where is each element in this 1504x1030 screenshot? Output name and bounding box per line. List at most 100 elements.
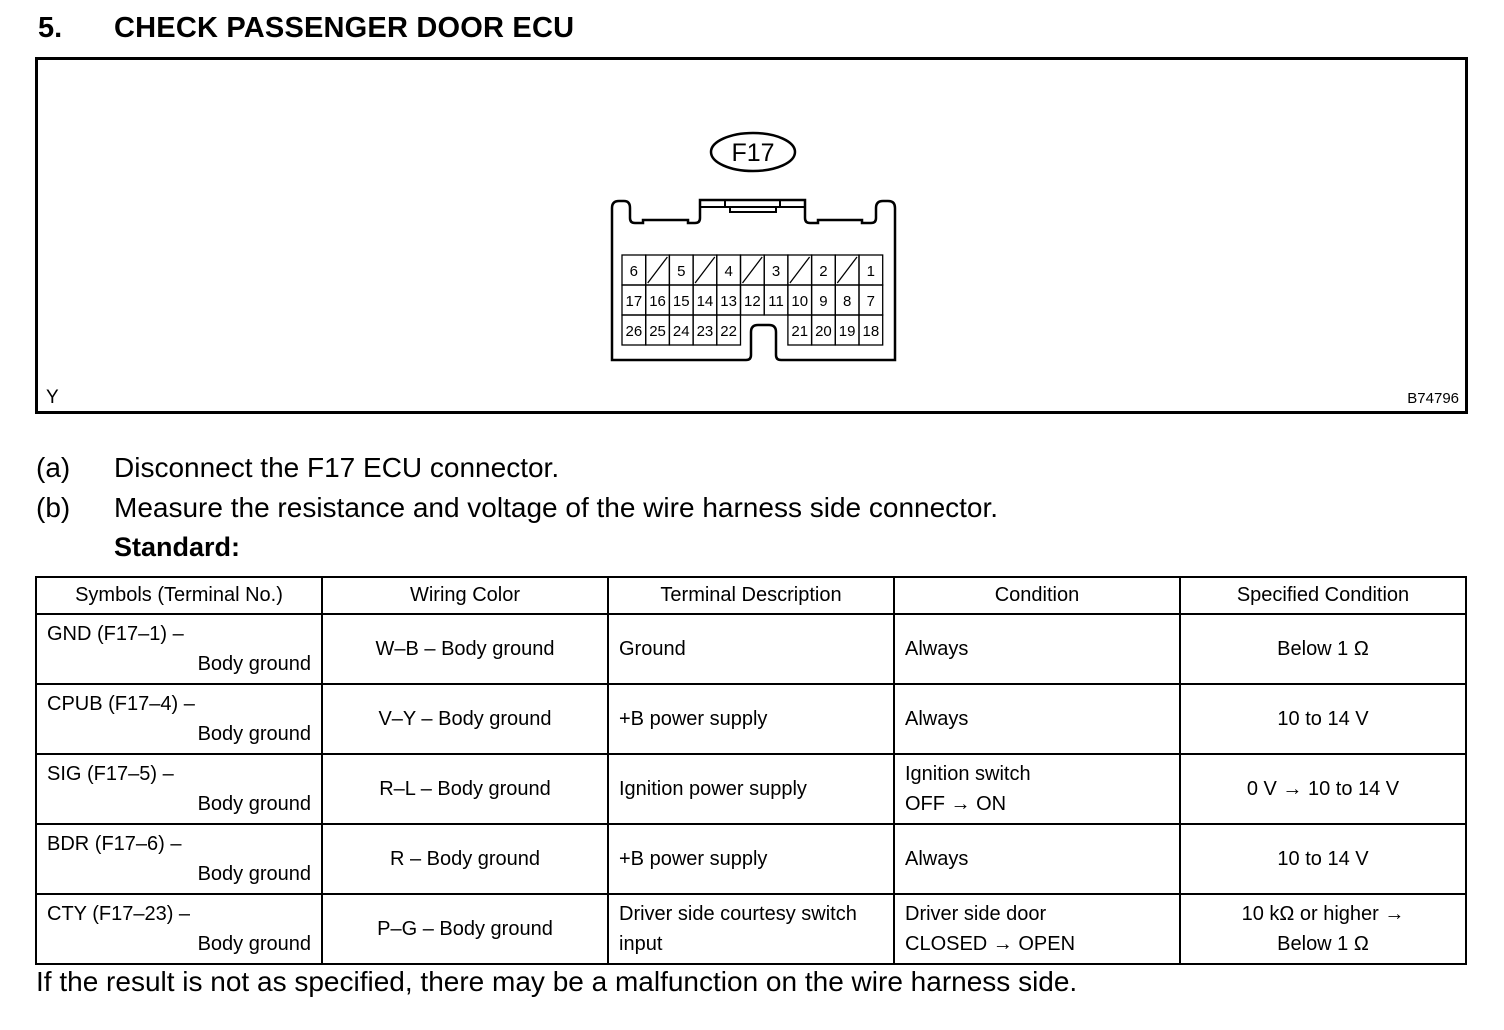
condition-text: Always <box>905 848 969 870</box>
table-header-row: Symbols (Terminal No.) Wiring Color Term… <box>35 576 1467 615</box>
pin-number: 4 <box>724 263 732 280</box>
pin-number: 3 <box>772 263 780 280</box>
pin-number: 17 <box>626 293 643 310</box>
symbol-ground: Body ground <box>197 723 311 745</box>
cell-description: Driver side courtesy switch input <box>607 893 895 965</box>
spec-text: 10 kΩ or higher → <box>1241 903 1405 925</box>
pin-number: 21 <box>791 323 808 340</box>
pin-number: 23 <box>697 323 714 340</box>
description-text: Ground <box>619 638 686 660</box>
cell-description: Ignition power supply <box>607 753 895 825</box>
cell-wiring: P–G – Body ground <box>321 893 609 965</box>
page-title: CHECK PASSENGER DOOR ECU <box>114 12 575 44</box>
cell-wiring: R–L – Body ground <box>321 753 609 825</box>
pin-number: 13 <box>720 293 737 310</box>
pin-number: 8 <box>843 293 851 310</box>
symbol-text: CPUB (F17–4) – <box>47 693 195 715</box>
cell-wiring: W–B – Body ground <box>321 613 609 685</box>
symbol-text: SIG (F17–5) – <box>47 763 174 785</box>
condition-text: Always <box>905 708 969 730</box>
spec-text: 10 to 14 V <box>1277 708 1369 730</box>
symbol-ground: Body ground <box>197 793 311 815</box>
spec-text: 0 V → 10 to 14 V <box>1246 778 1400 800</box>
symbol-text: GND (F17–1) – <box>47 623 184 645</box>
standard-label: Standard: <box>114 532 241 562</box>
spec-text-2: Below 1 Ω <box>1277 933 1369 955</box>
cell-condition: Always <box>893 823 1181 895</box>
cell-spec: 0 V → 10 to 14 V <box>1179 753 1467 825</box>
spec-text: Below 1 Ω <box>1277 638 1369 660</box>
step-text: Disconnect the F17 ECU connector. <box>114 452 560 483</box>
header-terminal-description: Terminal Description <box>607 576 895 615</box>
cell-spec: 10 to 14 V <box>1179 683 1467 755</box>
figure-corner-label: Y <box>46 387 59 408</box>
header-condition: Condition <box>893 576 1181 615</box>
table-row: CPUB (F17–4) – Body ground V–Y – Body grou… <box>35 683 1467 755</box>
cell-description: +B power supply <box>607 683 895 755</box>
pin-number: 26 <box>626 323 643 340</box>
cell-symbol: CTY (F17–23) – Body ground <box>35 893 323 965</box>
cell-condition: Driver side door CLOSED → OPEN <box>893 893 1181 965</box>
symbol-ground: Body ground <box>197 863 311 885</box>
header-wiring-color: Wiring Color <box>321 576 609 615</box>
symbol-ground: Body ground <box>197 653 311 675</box>
cell-symbol: GND (F17–1) – Body ground <box>35 613 323 685</box>
description-text-2: input <box>619 933 663 955</box>
table-row: SIG (F17–5) – Body ground R–L – Body groun… <box>35 753 1467 825</box>
table-row: CTY (F17–23) – Body ground P–G – Body grou… <box>35 893 1467 965</box>
pin-number: 14 <box>697 293 714 310</box>
cell-symbol: BDR (F17–6) – Body ground <box>35 823 323 895</box>
connector-label-ellipse <box>709 131 797 173</box>
cell-symbol: CPUB (F17–4) – Body ground <box>35 683 323 755</box>
description-text: +B power supply <box>619 848 768 870</box>
symbol-ground: Body ground <box>197 933 311 955</box>
pin-number: 22 <box>720 323 737 340</box>
figure-code: B74796 <box>1407 390 1459 407</box>
connector-diagram: F17 6 5 4 3 2 117 16 15 14 13 12 11 10 9 8 726 25 24 23 22 2… <box>610 131 897 362</box>
empty-pin-slash <box>741 256 763 284</box>
cell-wiring: V–Y – Body ground <box>321 683 609 755</box>
pin-number: 10 <box>791 293 808 310</box>
footer-note: If the result is not as specified, there… <box>36 966 1078 997</box>
empty-pin-slash <box>694 256 716 284</box>
cell-description: +B power supply <box>607 823 895 895</box>
symbol-text: CTY (F17–23) – <box>47 903 191 925</box>
connector-label: F17 <box>731 139 774 167</box>
condition-text: Ignition switch <box>905 763 1031 785</box>
cell-condition: Always <box>893 683 1181 755</box>
cell-spec: Below 1 Ω <box>1179 613 1467 685</box>
description-text: +B power supply <box>619 708 768 730</box>
table-row: GND (F17–1) – Body ground W–B – Body groun… <box>35 613 1467 685</box>
cell-condition: Always <box>893 613 1181 685</box>
pin-number: 16 <box>649 293 666 310</box>
pin-number: 19 <box>839 323 856 340</box>
pin-number: 25 <box>649 323 666 340</box>
empty-pin-slash <box>789 256 811 284</box>
header-symbols: Symbols (Terminal No.) <box>35 576 323 615</box>
pin-number: 20 <box>815 323 832 340</box>
pin-number: 12 <box>744 293 761 310</box>
pin-number: 9 <box>819 293 827 310</box>
description-text: Driver side courtesy switch <box>619 903 857 925</box>
symbol-text: BDR (F17–6) – <box>47 833 182 855</box>
standard-table: Symbols (Terminal No.) Wiring Color Term… <box>35 576 1467 965</box>
condition-text: Always <box>905 638 969 660</box>
table-row: BDR (F17–6) – Body ground R – Body ground +… <box>35 823 1467 895</box>
cell-symbol: SIG (F17–5) – Body ground <box>35 753 323 825</box>
condition-text: Driver side door <box>905 903 1047 925</box>
empty-pin-slash <box>836 256 858 284</box>
pin-number: 11 <box>768 293 784 310</box>
step-text: Measure the resistance and voltage of th… <box>114 492 999 523</box>
description-text: Ignition power supply <box>619 778 807 800</box>
pin-number: 5 <box>677 263 685 280</box>
pin-number: 15 <box>673 293 690 310</box>
cell-condition: Ignition switch OFF → ON <box>893 753 1181 825</box>
connector-figure: F17 6 5 4 3 2 1 17 16 15 14 13 12 11 10 9 8 7 26 25 24 23 22 2… <box>35 57 1468 414</box>
pin-grid: 6 5 4 3 2 117 16 15 14 13 12 11 10 9 8 726 25 24 23 22 21 20 1… <box>621 254 884 346</box>
pin-number: 6 <box>630 263 638 280</box>
header-specified-condition: Specified Condition <box>1179 576 1467 615</box>
step-label: (a) <box>36 452 71 483</box>
cell-wiring: R – Body ground <box>321 823 609 895</box>
step-number: 5. <box>38 12 63 44</box>
pin-cell <box>858 314 884 346</box>
